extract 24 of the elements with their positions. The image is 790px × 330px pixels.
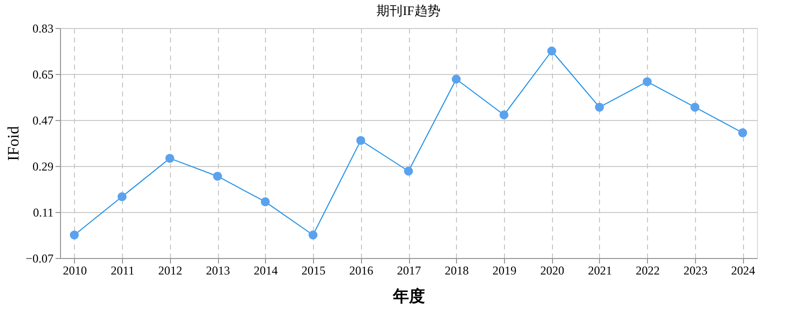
y-tick-label: −0.07 bbox=[26, 252, 54, 266]
x-tick-label: 2022 bbox=[636, 264, 660, 278]
y-tick-label: 0.29 bbox=[32, 160, 54, 174]
y-axis-title: IFoid bbox=[6, 126, 23, 161]
y-tick-label: 0.83 bbox=[32, 22, 54, 36]
x-tick-label: 2012 bbox=[158, 264, 182, 278]
x-axis-title: 年度 bbox=[392, 286, 425, 306]
x-tick-label: 2021 bbox=[588, 264, 612, 278]
x-tick-label: 2018 bbox=[444, 264, 469, 278]
x-tick-label: 2023 bbox=[683, 264, 708, 278]
y-tick-label: 0.11 bbox=[32, 206, 54, 220]
x-tick-label: 2020 bbox=[540, 264, 564, 278]
x-tick-label: 2014 bbox=[254, 264, 278, 278]
x-tick-label: 2015 bbox=[302, 264, 326, 278]
x-tick-label: 2016 bbox=[349, 264, 374, 278]
y-tick-label: 0.47 bbox=[32, 114, 54, 128]
x-tick-label: 2017 bbox=[397, 264, 421, 278]
chart-title: 期刊IF趋势 bbox=[376, 3, 440, 18]
x-tick-label: 2013 bbox=[206, 264, 230, 278]
x-tick-label: 2024 bbox=[731, 264, 756, 278]
y-tick-label: 0.65 bbox=[32, 68, 54, 82]
x-tick-label: 2010 bbox=[62, 264, 87, 278]
x-tick-label: 2019 bbox=[492, 264, 516, 278]
x-tick-label: 2011 bbox=[110, 264, 134, 278]
